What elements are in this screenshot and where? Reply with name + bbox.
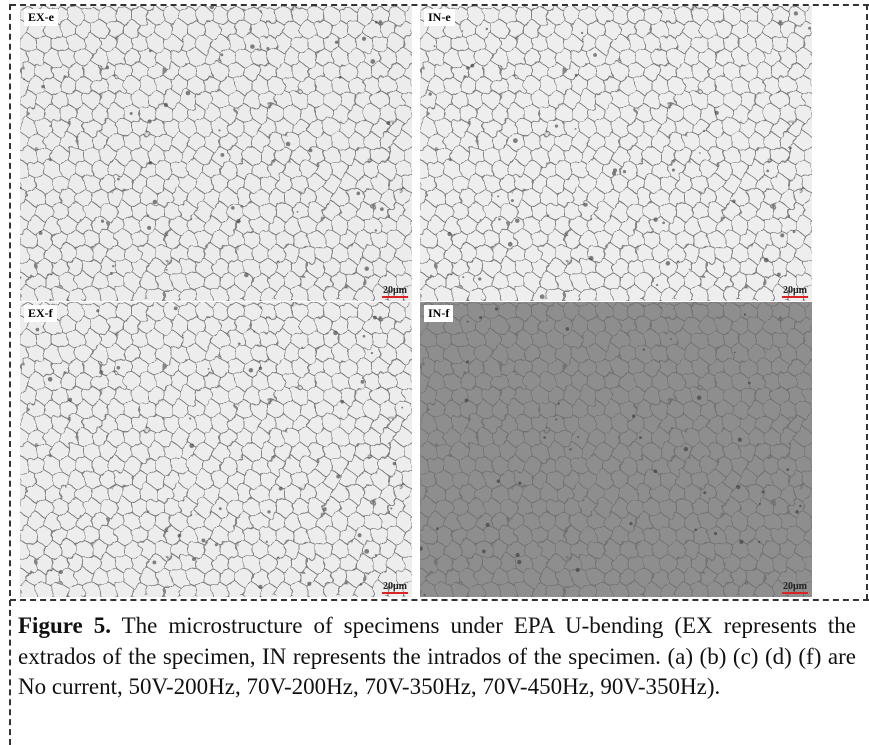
scale-bar: 20μm: [382, 285, 408, 298]
micrograph: EX-e 20μm: [20, 6, 412, 301]
frame-border: [9, 4, 11, 745]
scale-bar: 20μm: [782, 581, 808, 594]
scale-bar: 20μm: [382, 581, 408, 594]
frame-border: [10, 599, 869, 601]
figure-caption: Figure 5. The microstructure of specimen…: [18, 611, 856, 703]
frame-border: [10, 4, 869, 6]
scale-bar: 20μm: [782, 285, 808, 298]
panel-label: IN-f: [424, 305, 454, 322]
grain-texture: [20, 6, 412, 301]
panel-label: IN-e: [424, 9, 455, 26]
grain-texture: [20, 302, 412, 597]
caption-text: The microstructure of specimens under EP…: [18, 613, 857, 699]
micrograph: IN-f 20μm: [420, 302, 812, 597]
grain-texture: [420, 6, 812, 301]
frame-border: [866, 4, 868, 600]
caption-label: Figure 5.: [18, 613, 111, 638]
panel-label: EX-f: [24, 305, 57, 322]
micrograph: EX-f 20μm: [20, 302, 412, 597]
micrograph: IN-e 20μm: [420, 6, 812, 301]
panel-label: EX-e: [24, 9, 58, 26]
grain-texture: [420, 302, 812, 597]
